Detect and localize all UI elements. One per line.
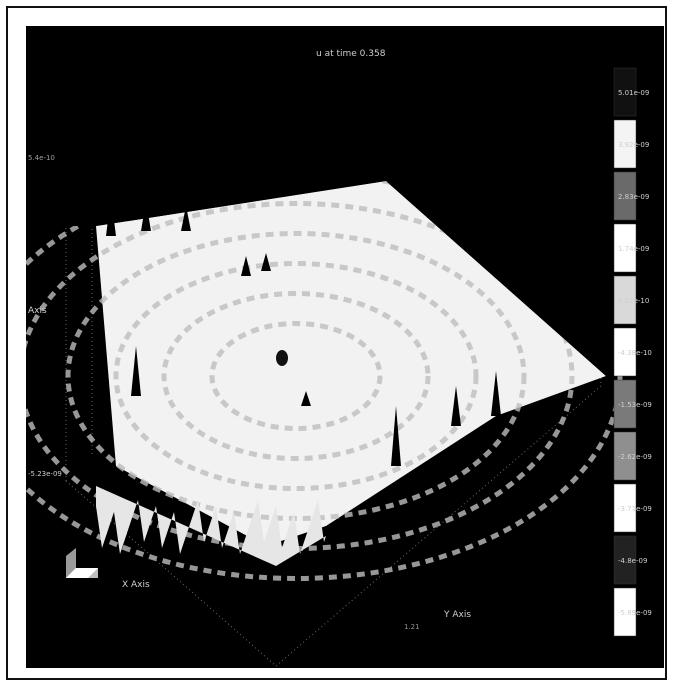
colorbar-label: -2.62e-09	[618, 453, 652, 461]
spike	[391, 406, 401, 466]
spike	[491, 371, 501, 416]
plot-area: u at time 0.358 Axis 5.4e-10 -5.23e-09 X…	[26, 26, 664, 668]
surface-plot: u at time 0.358 Axis 5.4e-10 -5.23e-09 X…	[26, 26, 664, 667]
y-tick-end: 1.21	[404, 623, 420, 631]
spike	[106, 196, 116, 236]
colorbar-label: -5.89e-09	[618, 609, 652, 617]
orientation-triad-icon	[66, 548, 98, 578]
contour-band	[161, 291, 431, 461]
colorbar-label: 5.01e-09	[618, 89, 649, 97]
z-tick-top: 5.4e-10	[28, 154, 55, 162]
y-axis-label: Y Axis	[443, 610, 471, 620]
colorbar-label: 6.52e-10	[618, 297, 649, 305]
surface-mask-top	[26, 26, 664, 376]
colorbar-swatch	[613, 379, 637, 429]
figure-frame: u at time 0.358 Axis 5.4e-10 -5.23e-09 X…	[6, 6, 667, 680]
colorbar-swatch	[613, 67, 637, 117]
z-tick-bottom: -5.23e-09	[28, 470, 62, 478]
colorbar-swatch	[613, 587, 637, 637]
spike	[131, 346, 141, 396]
center-dip	[276, 350, 288, 366]
spike	[241, 256, 251, 276]
spike	[181, 206, 191, 231]
colorbar-swatch	[613, 483, 637, 533]
colorbar-label: -4.8e-09	[618, 557, 647, 565]
colorbar: 5.01e-09 3.92e-09 2.83e-09 1.74e-09 6.52e-10…	[613, 67, 652, 637]
colorbar-swatch	[613, 119, 637, 169]
surface-mesh	[26, 26, 664, 581]
contour-band	[65, 231, 527, 521]
colorbar-label: -1.53e-09	[618, 401, 652, 409]
colorbar-swatch	[613, 171, 637, 221]
colorbar-label: 2.83e-09	[618, 193, 649, 201]
colorbar-label: 3.92e-09	[618, 141, 649, 149]
spike	[451, 386, 461, 426]
surface-top	[96, 181, 606, 546]
surface-front-wall	[96, 466, 326, 566]
contour-band	[209, 321, 383, 431]
colorbar-swatch	[613, 327, 637, 377]
x-axis-label: X Axis	[122, 580, 150, 590]
colorbar-label: 1.74e-09	[618, 245, 649, 253]
z-axis-label: Axis	[28, 306, 47, 316]
colorbar-label: -3.71e-09	[618, 505, 652, 513]
colorbar-swatch	[613, 431, 637, 481]
surface-spikes	[106, 196, 501, 466]
colorbar-label: -4.38e-10	[618, 349, 652, 357]
chart-title: u at time 0.358	[316, 49, 386, 59]
contour-band	[113, 261, 479, 491]
colorbar-swatch	[613, 275, 637, 325]
spike	[141, 201, 151, 231]
colorbar-swatch	[613, 223, 637, 273]
spike	[301, 391, 311, 406]
spike	[261, 253, 271, 271]
colorbar-swatch	[613, 535, 637, 585]
